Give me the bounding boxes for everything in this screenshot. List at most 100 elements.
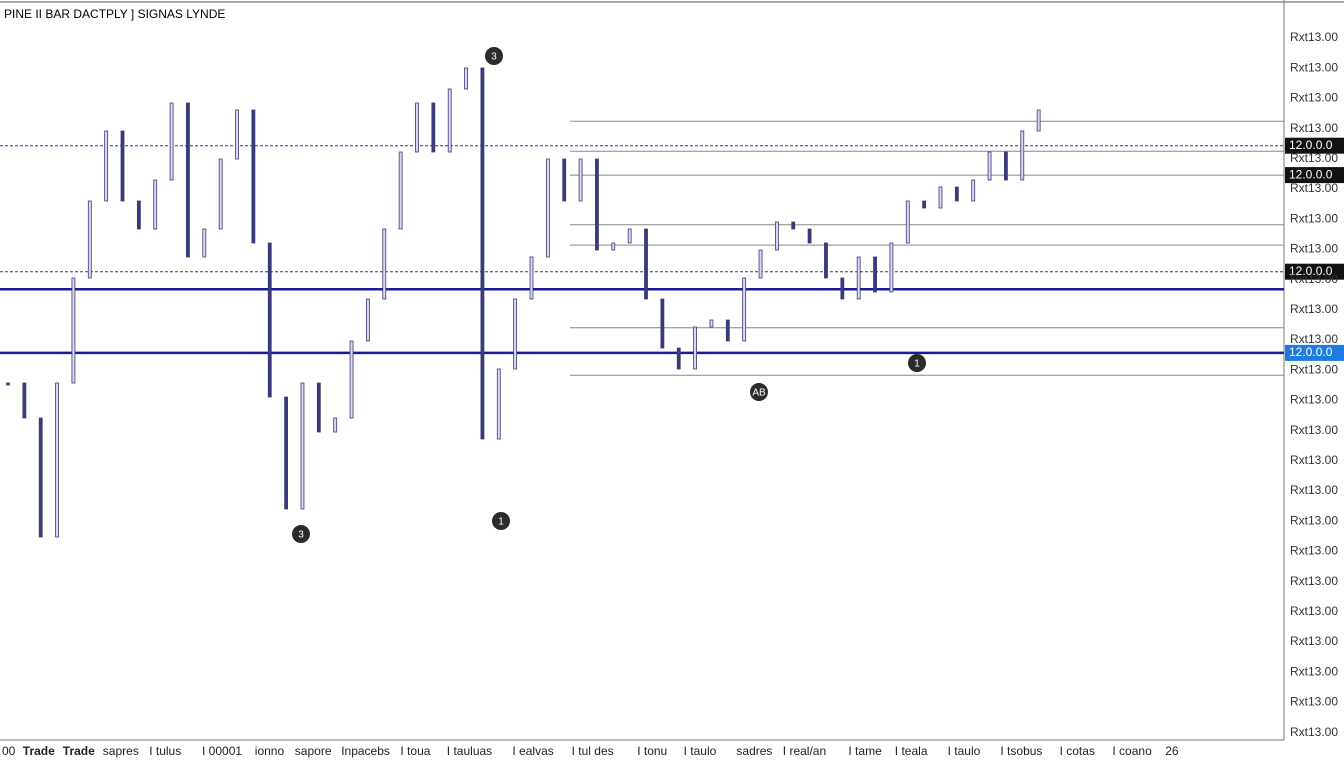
price-label: Rxt13.00 — [1290, 634, 1338, 648]
candle — [1004, 151, 1008, 181]
candle — [202, 228, 207, 258]
marker-label: 3 — [491, 52, 497, 63]
price-tag-label: 12.0.0.0 — [1289, 138, 1333, 152]
price-label: Rxt13.00 — [1290, 695, 1338, 709]
candle — [971, 179, 976, 202]
candle — [824, 242, 828, 279]
candle — [186, 102, 190, 258]
price-label: Rxt13.00 — [1290, 393, 1338, 407]
candle — [954, 186, 959, 202]
candle — [725, 319, 730, 342]
tab: Trade — [63, 744, 95, 758]
tab: sapres — [103, 744, 139, 758]
candle — [644, 228, 648, 300]
tab: I tulus — [149, 744, 181, 758]
candle — [267, 242, 272, 398]
tab: 26 — [1165, 744, 1179, 758]
price-label: Rxt13.00 — [1290, 332, 1338, 346]
price-tag-label: 12.0.0.0 — [1289, 264, 1333, 278]
candle — [251, 109, 256, 244]
price-label: Rxt13.00 — [1290, 272, 1338, 286]
candle — [169, 102, 174, 181]
tab: sapore — [295, 744, 332, 758]
candle — [529, 256, 534, 300]
marker: 3 — [485, 47, 503, 65]
price-label: Rxt13.00 — [1290, 30, 1338, 44]
candle — [889, 242, 894, 293]
candle — [709, 319, 714, 328]
price-label: Rxt13.00 — [1290, 181, 1338, 195]
candle — [431, 102, 436, 153]
price-label: Rxt13.00 — [1290, 423, 1338, 437]
candle — [398, 151, 403, 230]
price-label: Rxt13.00 — [1290, 151, 1338, 165]
candle — [545, 158, 550, 258]
candle — [578, 158, 583, 202]
marker: AB — [750, 383, 768, 401]
marker-label: AB — [752, 388, 766, 399]
candle — [349, 340, 354, 419]
candle — [938, 186, 943, 209]
price-label: Rxt13.00 — [1290, 60, 1338, 74]
candle — [496, 368, 501, 440]
price-label: Rxt13.00 — [1290, 362, 1338, 376]
price-label: Rxt13.00 — [1290, 574, 1338, 588]
tab: 00 — [2, 744, 16, 758]
candle — [627, 228, 632, 244]
price-label: Rxt13.00 — [1290, 242, 1338, 256]
price-label: Rxt13.00 — [1290, 453, 1338, 467]
candle — [38, 417, 43, 538]
candle — [415, 102, 419, 153]
candle — [235, 109, 239, 160]
tab: Trade — [23, 744, 55, 758]
marker-label: 3 — [298, 530, 304, 541]
price-label: Rxt13.00 — [1290, 725, 1338, 739]
tab: I teala — [895, 744, 928, 758]
candle — [513, 298, 518, 370]
tab: I real/an — [783, 744, 826, 758]
marker: 3 — [292, 525, 310, 543]
candle — [6, 382, 10, 386]
price-tag — [1285, 167, 1344, 184]
candle — [300, 382, 305, 510]
marker: 1 — [492, 512, 510, 530]
tab: I ealvas — [512, 744, 553, 758]
candle — [676, 347, 681, 370]
candle — [333, 417, 338, 433]
price-tag-label: 12.0.0.0 — [1289, 345, 1333, 359]
candle — [987, 151, 992, 181]
candle — [120, 130, 125, 202]
candle — [660, 298, 665, 349]
candle — [218, 158, 223, 230]
candle — [856, 256, 861, 300]
price-label: Rxt13.00 — [1290, 211, 1338, 225]
candle — [840, 277, 845, 300]
candle — [87, 200, 92, 279]
tab: I 00001 — [202, 744, 242, 758]
tab: I tul des — [572, 744, 614, 758]
candle — [153, 179, 158, 230]
candle — [774, 221, 779, 251]
candle — [791, 221, 796, 230]
candle — [104, 130, 109, 202]
tab: I coano — [1112, 744, 1152, 758]
price-label: Rxt13.00 — [1290, 121, 1338, 135]
price-label: Rxt13.00 — [1290, 604, 1338, 618]
price-label: Rxt13.00 — [1290, 664, 1338, 678]
tab: sadres — [736, 744, 772, 758]
marker-label: 1 — [498, 517, 504, 528]
tab: Inpacebs — [341, 744, 390, 758]
marker-label: 1 — [914, 359, 920, 370]
candle — [22, 382, 27, 419]
candle — [611, 242, 616, 251]
marker: 1 — [908, 354, 926, 372]
tab: ionno — [255, 744, 285, 758]
candle — [284, 396, 289, 510]
candle — [807, 228, 812, 244]
tab: I tsobus — [1000, 744, 1042, 758]
candle — [1020, 130, 1025, 181]
price-label: Rxt13.00 — [1290, 91, 1338, 105]
price-label: Rxt13.00 — [1290, 513, 1338, 527]
